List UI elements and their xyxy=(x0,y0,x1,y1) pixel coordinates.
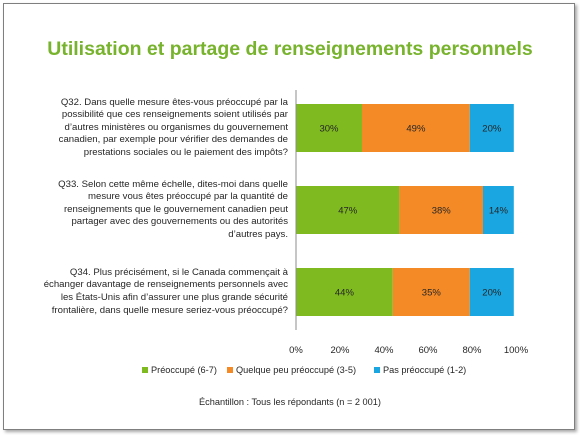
x-tick-label: 80% xyxy=(462,345,482,356)
sample-footnote: Échantillon : Tous les répondants (n = 2… xyxy=(199,397,381,407)
x-tick-label: 60% xyxy=(418,345,438,356)
bar-q1-series-3 xyxy=(469,104,514,152)
data-label-q1-series-3: 20% xyxy=(482,124,502,135)
bar-q1-series-1 xyxy=(296,104,362,152)
legend-item-series-1: Préoccupé (6-7) xyxy=(142,365,217,375)
x-tick-label: 20% xyxy=(330,345,350,356)
bar-q2-series-3 xyxy=(483,186,514,234)
legend-label: Quelque peu préoccupé (3-5) xyxy=(236,365,357,375)
legend-swatch xyxy=(374,367,380,373)
question-label-q3: Q34. Plus précisément, si le Canada comm… xyxy=(43,266,288,316)
data-label-q3-series-1: 44% xyxy=(335,288,355,299)
bar-q1-series-2 xyxy=(362,104,470,152)
bar-q2-series-2 xyxy=(399,186,483,234)
bar-q3-series-2 xyxy=(392,268,470,316)
x-tick-label: 0% xyxy=(289,345,303,356)
data-label-q1-series-2: 49% xyxy=(406,124,426,135)
question-label-q2: Q33. Selon cette même échelle, dites-moi… xyxy=(58,178,288,240)
legend-label: Pas préoccupé (1-2) xyxy=(383,365,467,375)
bar-q3-series-3 xyxy=(469,268,514,316)
legend-item-series-3: Pas préoccupé (1-2) xyxy=(374,365,466,375)
legend-item-series-2: Quelque peu préoccupé (3-5) xyxy=(227,365,356,375)
bar-q2-series-1 xyxy=(296,186,400,234)
x-tick-label: 40% xyxy=(374,345,394,356)
bar-q3-series-1 xyxy=(296,268,393,316)
legend-swatch xyxy=(142,367,148,373)
data-label-q3-series-2: 35% xyxy=(422,288,442,299)
data-label-q1-series-1: 30% xyxy=(319,124,339,135)
x-tick-label: 100% xyxy=(504,345,529,356)
data-label-q2-series-3: 14% xyxy=(489,206,509,217)
legend-label: Préoccupé (6-7) xyxy=(151,365,217,375)
data-label-q2-series-2: 38% xyxy=(432,206,452,217)
question-label-q1: Q32. Dans quelle mesure êtes-vous préocc… xyxy=(58,96,288,158)
data-label-q3-series-3: 20% xyxy=(482,288,502,299)
chart-title: Utilisation et partage de renseignements… xyxy=(47,38,533,60)
legend-swatch xyxy=(227,367,233,373)
data-label-q2-series-1: 47% xyxy=(338,206,358,217)
